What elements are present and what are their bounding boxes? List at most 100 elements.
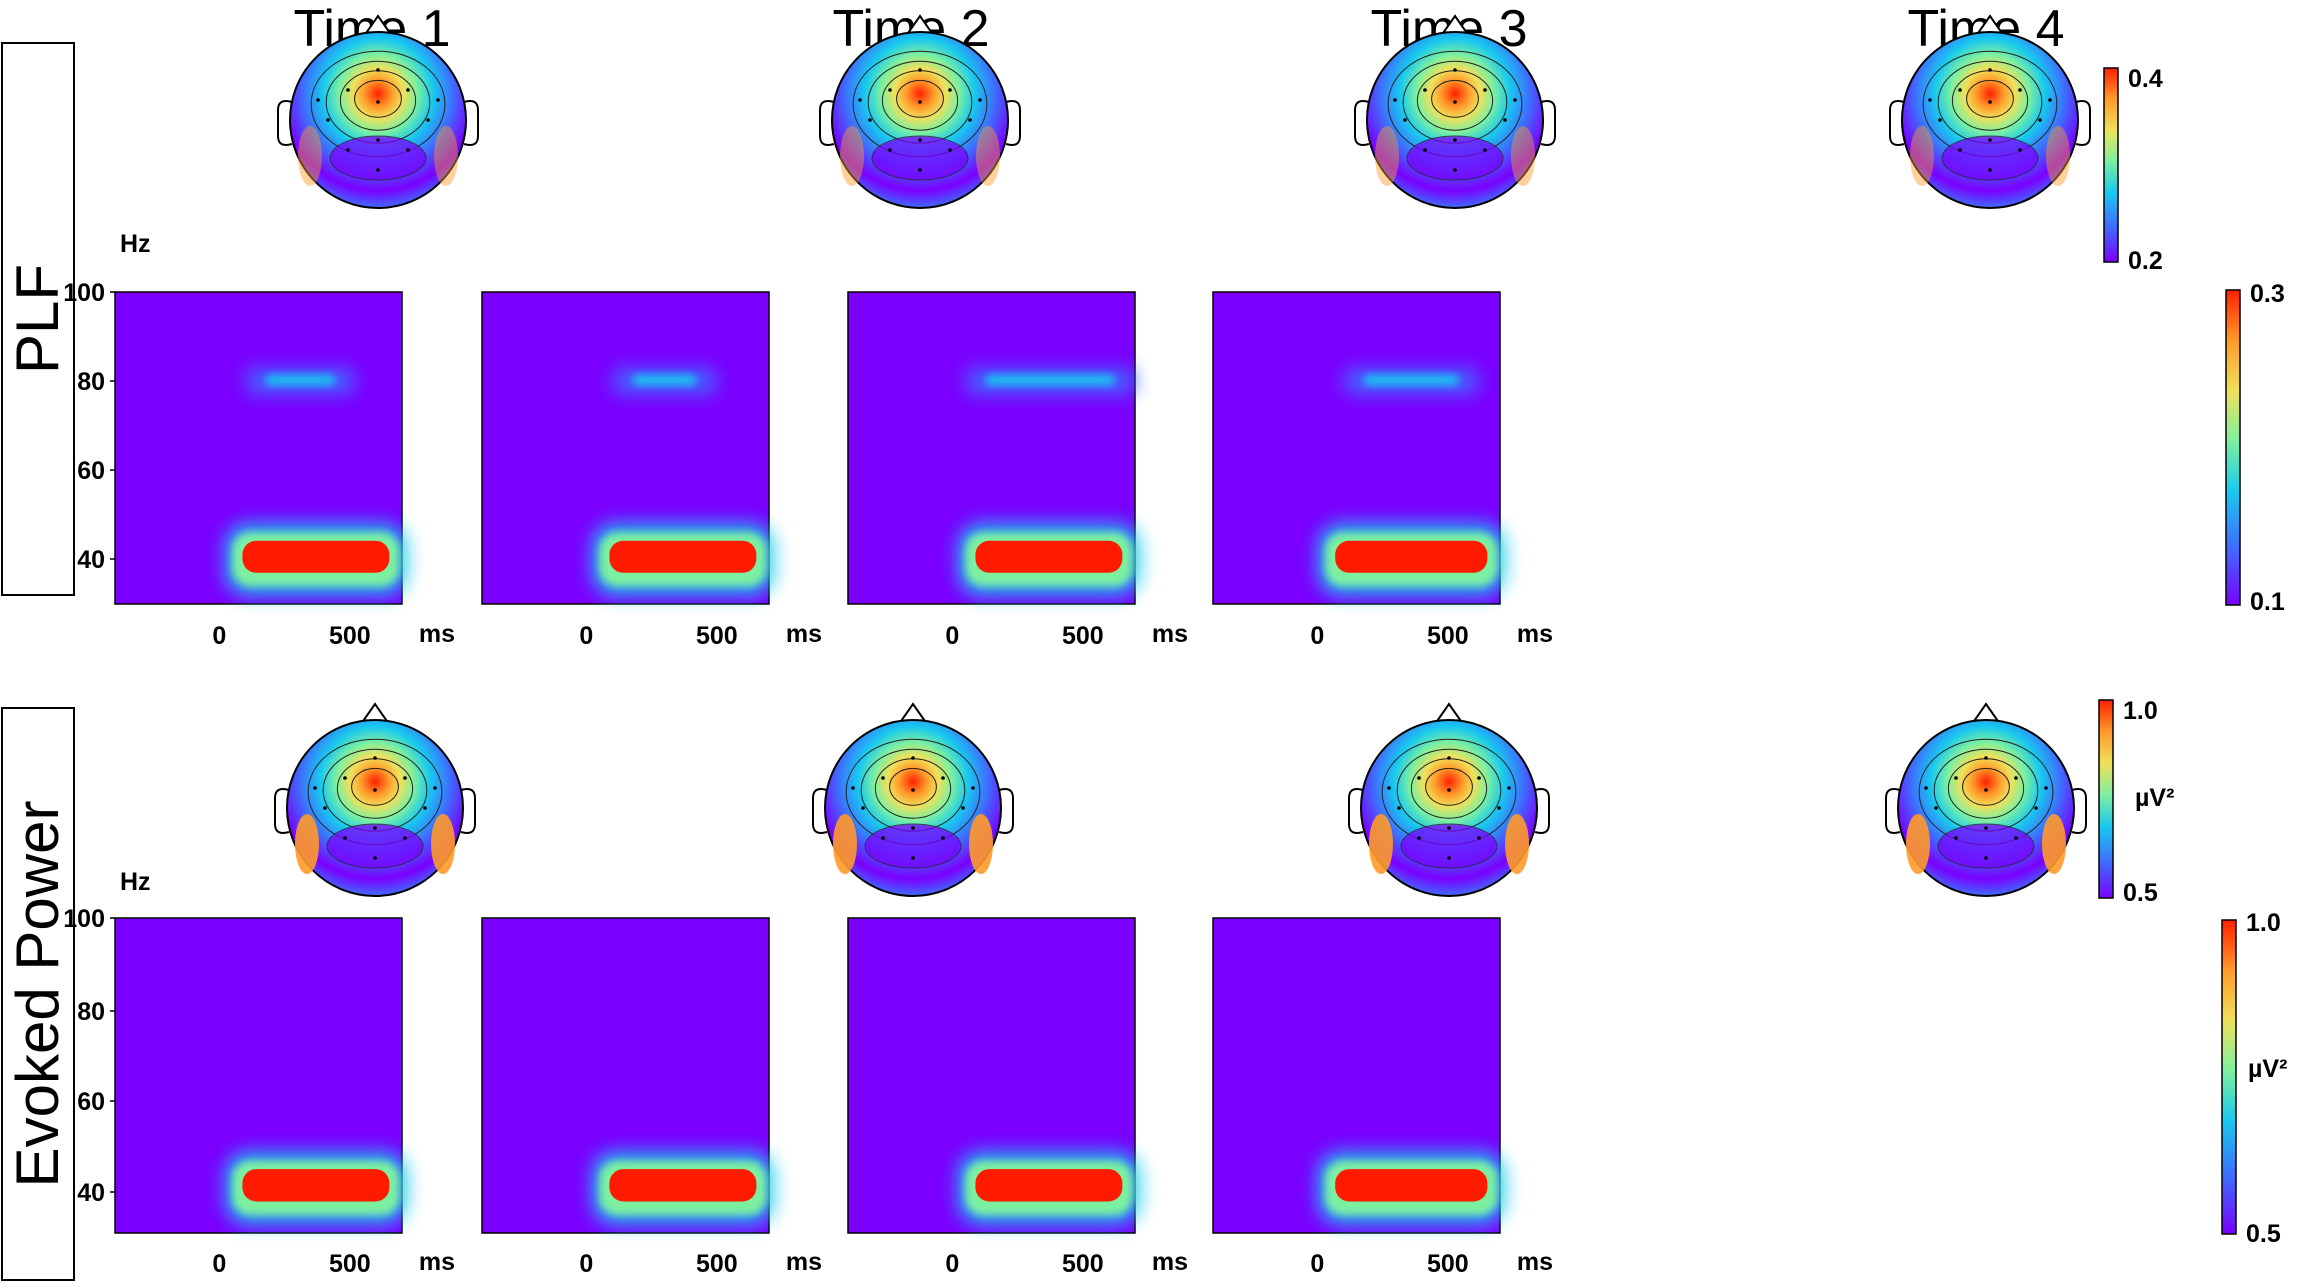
tf-colorbar-unit: µV²: [2248, 1055, 2287, 1083]
electrode-dot: [861, 806, 865, 810]
electrode-dot: [918, 168, 922, 172]
topomap-right-temporal: [1511, 126, 1535, 186]
topomap-right-ear: [2071, 788, 2087, 834]
topomap-left-temporal: [1910, 126, 1934, 186]
electrode-dot: [1497, 806, 1501, 810]
topomap-colorbar-plf: [2103, 67, 2119, 263]
electrode-dot: [316, 98, 320, 102]
electrode-dot: [1988, 68, 1992, 72]
tf-panel-evoked-power-3: [847, 917, 1141, 1234]
topomap-left-ear: [1885, 788, 1901, 834]
electrode-dot: [1417, 836, 1421, 840]
electrode-dot: [2018, 148, 2022, 152]
electrode-dot: [1453, 68, 1457, 72]
electrode-dot: [918, 68, 922, 72]
tf-panel-evoked-power-1: [110, 917, 408, 1234]
row-label-evoked-power: Evoked Power: [4, 801, 71, 1188]
electrode-dot: [1988, 138, 1992, 142]
electrode-dot: [971, 786, 975, 790]
electrode-dot: [1928, 98, 1932, 102]
electrode-dot: [1447, 788, 1451, 792]
electrode-dot: [1423, 148, 1427, 152]
x-tick-label: 500: [329, 622, 371, 650]
topomap-head: [1366, 31, 1544, 209]
electrode-dot: [2044, 786, 2048, 790]
electrode-dot: [941, 836, 945, 840]
x-unit-label: ms: [1517, 620, 1553, 648]
topomap-right-ear: [1540, 100, 1556, 146]
topomap-contour: [1962, 767, 2010, 806]
electrode-dot: [2038, 118, 2042, 122]
electrode-dot: [426, 118, 430, 122]
y-tick-label: 80: [77, 368, 105, 396]
electrode-dot: [433, 786, 437, 790]
topomap-left-temporal: [1375, 126, 1399, 186]
x-tick-label: 0: [579, 622, 593, 650]
topomap-plf-3: [1354, 14, 1556, 209]
electrode-dot: [1483, 88, 1487, 92]
band-40hz: [975, 540, 1123, 573]
electrode-dot: [1417, 776, 1421, 780]
band-80hz: [1363, 374, 1460, 386]
electrode-dot: [941, 776, 945, 780]
electrode-dot: [1387, 786, 1391, 790]
topomap-right-temporal: [969, 814, 993, 874]
x-unit-label: ms: [1152, 620, 1188, 648]
electrode-dot: [851, 786, 855, 790]
topomap-contour: [1431, 79, 1479, 118]
band-40hz: [609, 540, 757, 573]
tf-panel-plf-3: [847, 291, 1141, 605]
x-tick-label: 500: [696, 622, 738, 650]
x-tick-label: 0: [945, 622, 959, 650]
x-tick-label: 0: [1310, 622, 1324, 650]
topomap-left-ear: [277, 100, 293, 146]
topomap-right-temporal: [976, 126, 1000, 186]
electrode-dot: [323, 806, 327, 810]
electrode-dot: [2034, 806, 2038, 810]
topomap-right-ear: [1534, 788, 1550, 834]
electrode-dot: [961, 806, 965, 810]
topomap-left-ear: [274, 788, 290, 834]
topomap-left-temporal: [295, 814, 319, 874]
topomap-contour: [1425, 767, 1473, 806]
tf-colorbar-min: 0.5: [2246, 1220, 2281, 1248]
electrode-dot: [1447, 756, 1451, 760]
electrode-dot: [948, 88, 952, 92]
topomap-head: [1901, 31, 2079, 209]
topomap-contour: [889, 767, 937, 806]
topomap-nose: [905, 14, 935, 37]
electrode-dot: [373, 856, 377, 860]
electrode-dot: [1988, 100, 1992, 104]
electrode-dot: [1453, 138, 1457, 142]
topomap-right-temporal: [2042, 814, 2066, 874]
topomap-head: [1360, 719, 1538, 897]
electrode-dot: [1483, 148, 1487, 152]
electrode-dot: [1423, 88, 1427, 92]
electrode-dot: [403, 836, 407, 840]
row-label-box-evoked-power: [1, 707, 75, 1281]
x-unit-label: ms: [419, 620, 455, 648]
band-40hz: [242, 540, 390, 573]
x-unit-label: ms: [786, 1248, 822, 1276]
y-tick-label: 80: [77, 998, 105, 1026]
row-label-box-plf: [1, 42, 75, 596]
topomap-left-temporal: [1906, 814, 1930, 874]
topomap-posterior-minimum: [1406, 135, 1504, 181]
topomap-posterior-minimum: [1937, 823, 2035, 869]
topomap-evoked-power-4: [1885, 702, 2087, 897]
x-tick-label: 0: [212, 622, 226, 650]
topomap-colorbar-min: 0.5: [2123, 879, 2158, 907]
electrode-dot: [1954, 836, 1958, 840]
topomap-head: [831, 31, 1009, 209]
electrode-dot: [1984, 856, 1988, 860]
tf-colorbar-plf: [2225, 289, 2241, 606]
topomap-left-temporal: [833, 814, 857, 874]
electrode-dot: [911, 788, 915, 792]
x-tick-label: 0: [945, 1250, 959, 1278]
topomap-right-ear: [460, 788, 476, 834]
y-unit-label-evoked-power: Hz: [120, 868, 151, 896]
electrode-dot: [911, 856, 915, 860]
electrode-dot: [1984, 756, 1988, 760]
electrode-dot: [376, 68, 380, 72]
x-tick-label: 0: [579, 1250, 593, 1278]
